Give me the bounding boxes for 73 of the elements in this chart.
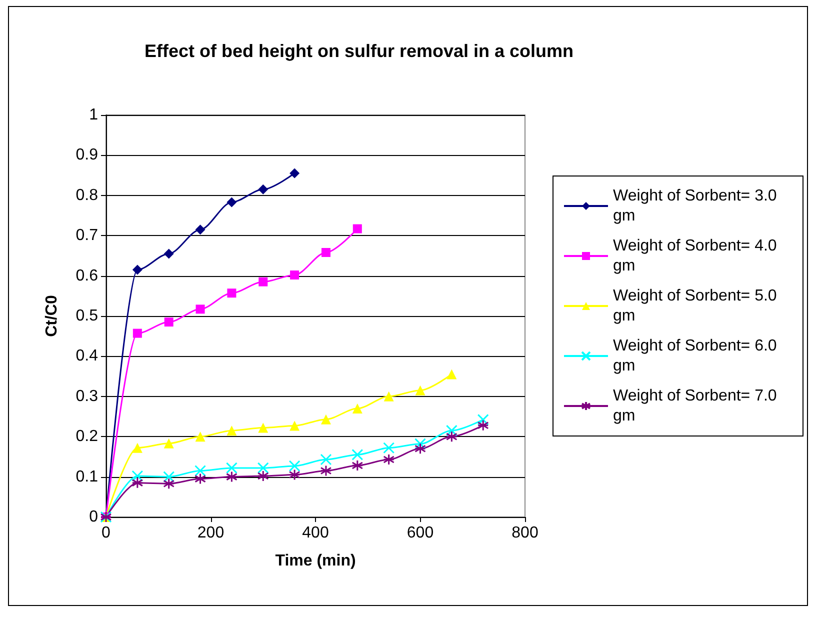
- y-tick-label: 0.8: [76, 186, 98, 204]
- point: [288, 460, 300, 472]
- y-tick-label: 0.6: [76, 267, 98, 284]
- point: [132, 442, 142, 453]
- point: [352, 403, 362, 414]
- x-tick-label: 200: [197, 524, 224, 542]
- point: [132, 264, 142, 275]
- y-tick-label: 0.2: [76, 428, 98, 446]
- point: [164, 318, 174, 327]
- point: [195, 432, 206, 442]
- point: [290, 168, 300, 178]
- legend-label: Weight of Sorbent= 4.0 gm: [613, 238, 782, 274]
- legend-label: Weight of Sorbent= 5.0 gm: [613, 288, 782, 324]
- point: [257, 462, 269, 474]
- point: [320, 414, 331, 424]
- point: [258, 277, 268, 286]
- point: [132, 328, 142, 338]
- point: [132, 477, 144, 489]
- y-tick-label: 0.4: [76, 348, 98, 365]
- y-tick-label: 0.3: [76, 388, 98, 405]
- point: [226, 462, 238, 474]
- x-axis-title: Time (min): [275, 552, 356, 570]
- legend-label: Weight of Sorbent= 7.0 gm: [613, 388, 782, 424]
- point: [290, 270, 300, 280]
- chart-title: Effect of bed height on sulfur removal in a column: [144, 41, 574, 61]
- point: [164, 248, 174, 259]
- x-tick-label: 0: [102, 524, 111, 542]
- point: [226, 426, 237, 436]
- point: [288, 469, 300, 481]
- point: [258, 422, 268, 433]
- point: [383, 454, 395, 466]
- x-tick-label: 800: [512, 524, 538, 542]
- point: [321, 248, 330, 257]
- point: [414, 438, 426, 450]
- point: [163, 471, 175, 483]
- x-tick-label: 600: [406, 524, 434, 542]
- y-tick-label: 0: [89, 508, 98, 526]
- point: [227, 288, 236, 298]
- point: [163, 478, 175, 490]
- point: [446, 369, 457, 380]
- point: [226, 197, 237, 208]
- point: [446, 424, 458, 436]
- legend-label: Weight of Sorbent= 6.0 gm: [613, 338, 782, 374]
- y-axis-title: Ct/C0: [44, 295, 60, 337]
- y-tick-label: 0.5: [76, 308, 98, 324]
- point: [132, 470, 144, 482]
- point: [352, 448, 364, 460]
- point: [320, 454, 332, 466]
- x-tick-label: 400: [302, 524, 329, 542]
- y-tick-label: 0.9: [76, 146, 98, 164]
- point: [415, 385, 426, 396]
- point: [352, 460, 364, 472]
- point: [414, 442, 426, 454]
- point: [258, 184, 268, 194]
- point: [384, 391, 394, 402]
- y-tick-label: 0.7: [76, 227, 98, 244]
- point: [352, 224, 362, 234]
- point: [164, 438, 174, 448]
- point: [195, 224, 206, 235]
- point: [226, 471, 238, 483]
- point: [477, 414, 489, 426]
- y-tick-label: 0.1: [76, 468, 98, 486]
- point: [290, 420, 300, 431]
- point: [446, 430, 458, 442]
- point: [194, 473, 206, 485]
- point: [194, 465, 206, 477]
- point: [383, 442, 395, 454]
- legend-label: Weight of Sorbent= 3.0 gm: [613, 188, 782, 224]
- point: [477, 420, 489, 432]
- y-tick-label: 1: [89, 106, 98, 124]
- point: [257, 470, 269, 482]
- point: [320, 465, 332, 477]
- point: [196, 304, 205, 314]
